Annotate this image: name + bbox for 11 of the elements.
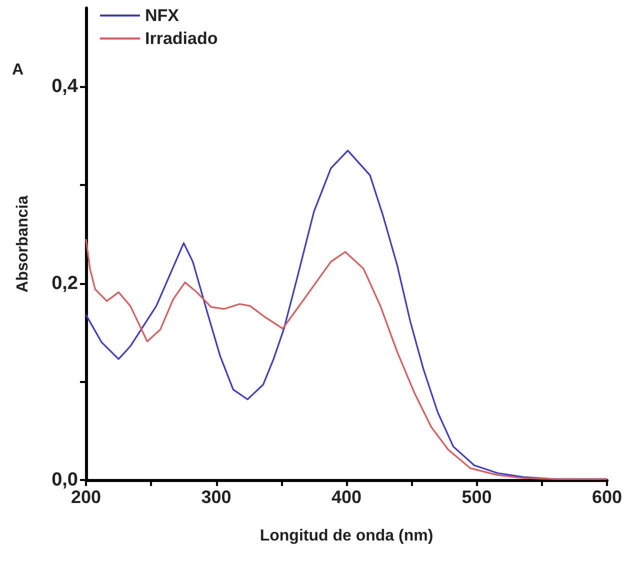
y-tick-label: 0,2 [52, 272, 78, 294]
legend-label: NFX [145, 6, 180, 25]
legend-label: Irradiado [145, 29, 218, 48]
x-tick-label: 300 [201, 487, 232, 507]
x-tick-label: 600 [592, 487, 622, 507]
y-axis-title: Absorbancia [14, 195, 32, 292]
x-tick-label: 400 [331, 487, 362, 507]
text: A [12, 62, 24, 78]
y-tick-label: 0,4 [52, 76, 78, 98]
x-axis-title: Longitud de onda (nm) [260, 528, 434, 544]
x-tick-label: 500 [462, 487, 492, 507]
